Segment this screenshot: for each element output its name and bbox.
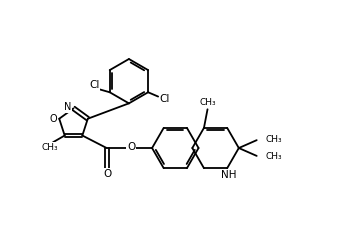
Text: O: O <box>49 114 57 124</box>
Text: N: N <box>64 102 71 112</box>
Text: CH₃: CH₃ <box>200 98 217 107</box>
Text: O: O <box>103 169 112 179</box>
Text: Cl: Cl <box>89 80 100 90</box>
Text: CH₃: CH₃ <box>42 143 58 152</box>
Text: Cl: Cl <box>159 94 170 104</box>
Text: O: O <box>127 142 135 152</box>
Text: CH₃: CH₃ <box>266 152 282 161</box>
Text: CH₃: CH₃ <box>266 135 282 144</box>
Text: NH: NH <box>221 170 236 180</box>
